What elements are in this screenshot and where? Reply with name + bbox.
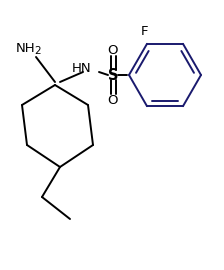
Text: NH: NH [16,42,36,55]
Text: HN: HN [72,62,92,75]
Text: O: O [108,94,118,107]
Text: O: O [108,43,118,56]
Text: F: F [141,25,149,38]
Text: S: S [108,68,118,83]
Text: 2: 2 [34,46,41,56]
